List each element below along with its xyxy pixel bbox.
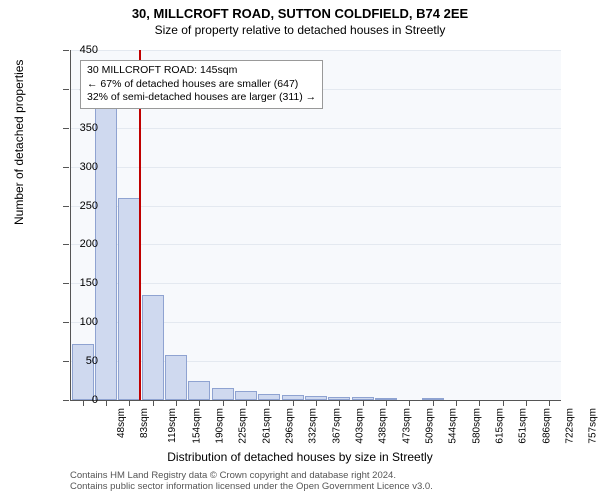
- annotation-line: 30 MILLCROFT ROAD: 145sqm: [87, 64, 316, 78]
- x-tick-label: 48sqm: [116, 408, 127, 438]
- x-tick-label: 261sqm: [261, 408, 272, 444]
- x-tick: [549, 400, 550, 406]
- grid-line: [71, 128, 561, 129]
- x-tick-label: 119sqm: [167, 408, 178, 443]
- y-tick-label: 150: [68, 277, 98, 289]
- histogram-bar: [235, 391, 257, 400]
- x-tick: [503, 400, 504, 406]
- title-main: 30, MILLCROFT ROAD, SUTTON COLDFIELD, B7…: [0, 0, 600, 21]
- x-tick: [129, 400, 130, 406]
- x-tick-label: 438sqm: [378, 408, 389, 444]
- x-tick: [106, 400, 107, 406]
- x-tick: [316, 400, 317, 406]
- x-tick: [363, 400, 364, 406]
- y-tick-label: 200: [68, 238, 98, 250]
- x-tick: [246, 400, 247, 406]
- histogram-bar: [95, 106, 117, 400]
- x-tick: [293, 400, 294, 406]
- x-tick: [433, 400, 434, 406]
- x-tick: [526, 400, 527, 406]
- x-tick-label: 544sqm: [448, 408, 459, 444]
- x-tick-label: 509sqm: [425, 408, 436, 444]
- x-tick-label: 615sqm: [495, 408, 506, 444]
- footer-line2: Contains public sector information licen…: [70, 481, 433, 492]
- annotation-box: 30 MILLCROFT ROAD: 145sqm← 67% of detach…: [80, 60, 323, 109]
- x-tick-label: 154sqm: [191, 408, 202, 444]
- histogram-bar: [212, 388, 234, 400]
- grid-line: [71, 283, 561, 284]
- title-sub: Size of property relative to detached ho…: [0, 21, 600, 37]
- x-tick-label: 686sqm: [541, 408, 552, 444]
- histogram-bar: [118, 198, 140, 400]
- histogram-bar: [72, 344, 94, 400]
- x-tick-label: 332sqm: [308, 408, 319, 444]
- x-tick-label: 190sqm: [215, 408, 226, 444]
- histogram-bar: [142, 295, 164, 400]
- x-tick-label: 296sqm: [285, 408, 296, 444]
- x-tick-label: 367sqm: [331, 408, 342, 444]
- y-tick-label: 300: [68, 161, 98, 173]
- grid-line: [71, 206, 561, 207]
- chart-container: 30, MILLCROFT ROAD, SUTTON COLDFIELD, B7…: [0, 0, 600, 500]
- x-tick: [199, 400, 200, 406]
- x-tick-label: 403sqm: [355, 408, 366, 444]
- y-tick-label: 450: [68, 44, 98, 56]
- x-tick: [386, 400, 387, 406]
- y-tick-label: 350: [68, 122, 98, 134]
- x-tick-label: 225sqm: [238, 408, 249, 444]
- footer-note: Contains HM Land Registry data © Crown c…: [70, 470, 433, 493]
- y-tick-label: 100: [68, 316, 98, 328]
- histogram-bar: [165, 355, 187, 400]
- y-axis-title: Number of detached properties: [12, 60, 26, 225]
- grid-line: [71, 244, 561, 245]
- y-tick-label: 0: [68, 394, 98, 406]
- x-tick: [479, 400, 480, 406]
- grid-line: [71, 50, 561, 51]
- x-tick: [153, 400, 154, 406]
- x-tick-label: 651sqm: [518, 408, 529, 444]
- x-tick-label: 580sqm: [471, 408, 482, 444]
- annotation-line: ← 67% of detached houses are smaller (64…: [87, 78, 316, 92]
- x-axis-title: Distribution of detached houses by size …: [0, 450, 600, 464]
- x-tick: [456, 400, 457, 406]
- y-tick-label: 50: [68, 355, 98, 367]
- x-tick: [339, 400, 340, 406]
- grid-line: [71, 167, 561, 168]
- x-tick-label: 757sqm: [588, 408, 599, 444]
- x-tick: [223, 400, 224, 406]
- y-tick-label: 250: [68, 200, 98, 212]
- footer-line1: Contains HM Land Registry data © Crown c…: [70, 470, 433, 481]
- x-tick: [409, 400, 410, 406]
- x-tick: [176, 400, 177, 406]
- x-tick-label: 83sqm: [139, 408, 150, 438]
- annotation-line: 32% of semi-detached houses are larger (…: [87, 91, 316, 105]
- x-tick: [269, 400, 270, 406]
- histogram-bar: [188, 381, 210, 400]
- x-tick-label: 473sqm: [401, 408, 412, 444]
- x-tick-label: 722sqm: [565, 408, 576, 444]
